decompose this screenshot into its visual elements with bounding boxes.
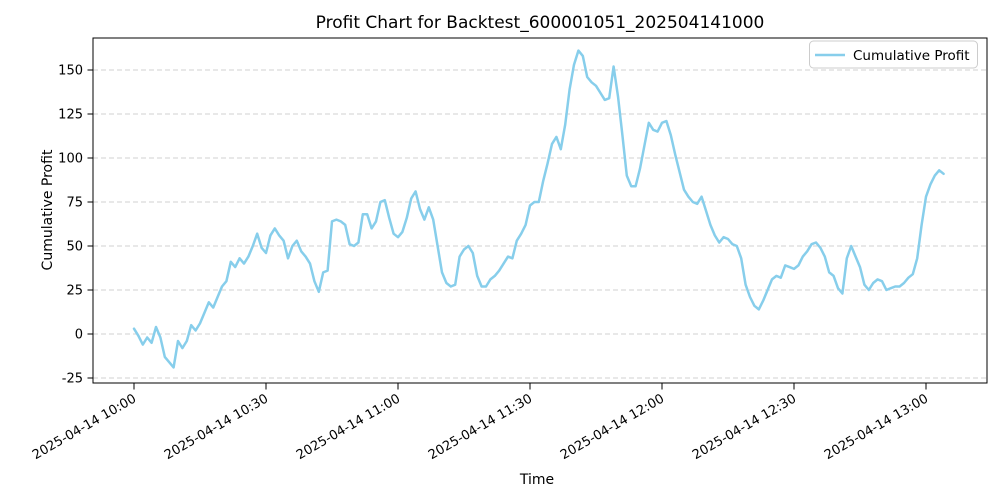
y-tick-label: 0 <box>75 328 83 343</box>
x-tick-label: 2025-04-14 10:30 <box>162 391 271 463</box>
y-tick-label: 125 <box>58 108 83 123</box>
axes-frame <box>92 37 988 384</box>
x-tick-label: 2025-04-14 10:00 <box>30 391 139 463</box>
x-axis-label: Time <box>519 472 554 488</box>
x-tick-label: 2025-04-14 12:00 <box>558 391 667 463</box>
x-tick-label: 2025-04-14 11:30 <box>426 391 535 463</box>
chart-title: Profit Chart for Backtest_600001051_2025… <box>316 13 765 33</box>
series-line <box>132 49 945 369</box>
x-tick-label: 2025-04-14 11:00 <box>294 391 403 463</box>
legend: Cumulative Profit <box>809 40 978 69</box>
y-tick-label: -25 <box>62 372 83 387</box>
y-tick-label: 25 <box>66 284 83 299</box>
cumulative-profit-line <box>132 49 945 369</box>
y-axis-label: Cumulative Profit <box>40 149 56 270</box>
legend-box <box>809 40 978 69</box>
legend-label: Cumulative Profit <box>853 48 970 64</box>
y-tick-label: 150 <box>58 64 83 79</box>
y-tick-label: 75 <box>66 196 83 211</box>
x-tick-label: 2025-04-14 12:30 <box>690 391 799 463</box>
plot-area <box>93 38 987 383</box>
x-tick-label: 2025-04-14 13:00 <box>822 391 931 463</box>
y-tick-label: 50 <box>66 240 83 255</box>
y-tick-label: 100 <box>58 152 83 167</box>
